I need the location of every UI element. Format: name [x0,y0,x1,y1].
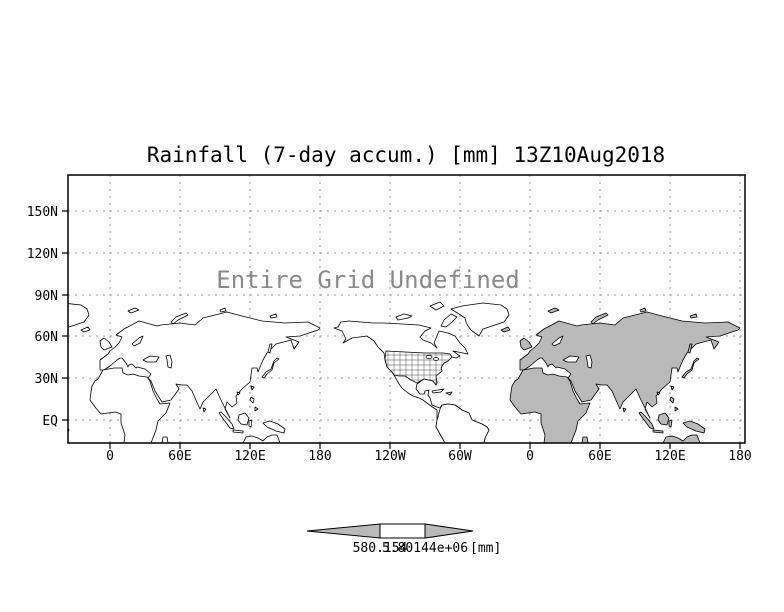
y-tick-label: 150N [27,205,58,220]
x-tick-label: 120E [654,449,685,464]
axis-ticks [62,210,741,449]
new-world-wrap-1 [334,302,509,443]
x-tick-label: 180 [308,449,331,464]
chart-title: Rainfall (7-day accum.) [mm] 13Z10Aug201… [147,143,665,167]
colorbar-tick-label: 5.80144e+06 [382,541,468,556]
x-tick-label: 120W [374,449,405,464]
colorbar-units-label: [mm] [470,541,501,556]
colorbar-middle-segment [379,523,426,539]
x-tick-label: 180 [728,449,751,464]
old-world-wrap-1 [80,307,321,443]
undefined-grid-annotation: Entire Grid Undefined [216,266,519,294]
colorbar-left-arrow [306,523,381,539]
y-tick-label: 90N [35,289,58,304]
colorbar: 580.154 5.80144e+06 [mm] [306,523,501,556]
y-tick-label: 60N [35,330,58,345]
x-tick-label: 60W [448,449,472,464]
old-world-wrap-2-shaded [500,307,741,443]
world-basemap [0,302,741,443]
y-tick-label: 120N [27,247,58,262]
colorbar-tick-label: 580.154 [353,541,408,556]
y-tick-label: EQ [42,414,58,429]
plot-border [67,174,746,444]
x-tick-label: 0 [106,449,114,464]
x-tick-label: 60E [168,449,191,464]
x-axis-labels: 0 60E 120E 180 120W 60W 0 60E 120E 180 [106,449,752,464]
x-tick-label: 60E [588,449,611,464]
y-tick-label: 30N [35,372,58,387]
y-axis-labels: 150N 120N 90N 60N 30N EQ [27,205,58,429]
x-tick-label: 0 [526,449,534,464]
x-tick-label: 120E [234,449,265,464]
colorbar-right-arrow [424,523,474,539]
